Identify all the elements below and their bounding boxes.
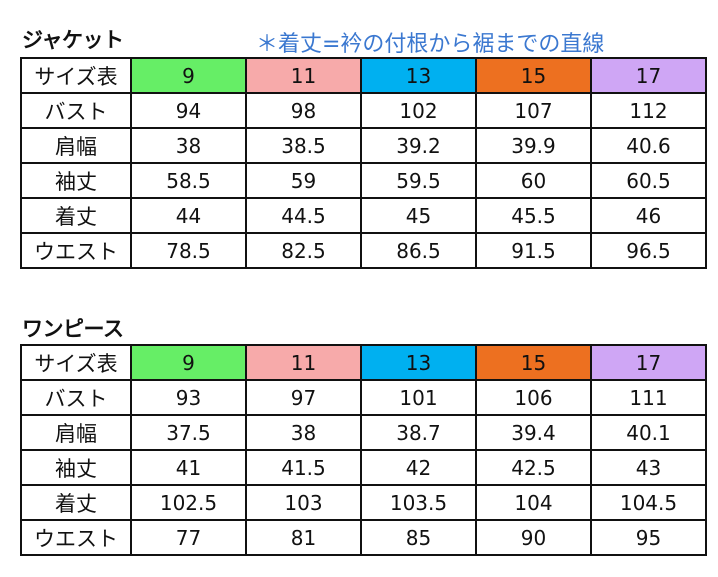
table-cell: 112 xyxy=(590,92,707,129)
table-cell: 42.5 xyxy=(475,449,592,486)
row-label: 着丈 xyxy=(20,484,132,521)
table-cell: 59 xyxy=(245,162,362,199)
table-cell: 104.5 xyxy=(590,484,707,521)
jacket-size-11: 11 xyxy=(245,57,362,94)
table-cell: 93 xyxy=(130,379,247,416)
table-cell: 102 xyxy=(360,92,477,129)
jacket-row-length: 着丈 44 44.5 45 45.5 46 xyxy=(20,197,707,234)
length-note: ＊着丈=衿の付根から裾までの直線 xyxy=(256,32,605,57)
row-label: バスト xyxy=(20,379,132,416)
dress-size-15: 15 xyxy=(475,344,592,381)
jacket-size-13: 13 xyxy=(360,57,477,94)
row-label: 肩幅 xyxy=(20,127,132,164)
table-cell: 42 xyxy=(360,449,477,486)
row-label: 着丈 xyxy=(20,197,132,234)
table-cell: 103.5 xyxy=(360,484,477,521)
dress-row-sleeve: 袖丈 41 41.5 42 42.5 43 xyxy=(20,449,707,486)
table-cell: 40.6 xyxy=(590,127,707,164)
row-label: 袖丈 xyxy=(20,449,132,486)
jacket-header-row: サイズ表 9 11 13 15 17 xyxy=(20,57,707,94)
table-cell: 106 xyxy=(475,379,592,416)
jacket-row-shoulder: 肩幅 38 38.5 39.2 39.9 40.6 xyxy=(20,127,707,164)
table-cell: 98 xyxy=(245,92,362,129)
jacket-size-9: 9 xyxy=(130,57,247,94)
table-cell: 39.4 xyxy=(475,414,592,451)
table-cell: 102.5 xyxy=(130,484,247,521)
row-label: 袖丈 xyxy=(20,162,132,199)
table-cell: 91.5 xyxy=(475,232,592,269)
table-cell: 85 xyxy=(360,519,477,556)
table-cell: 104 xyxy=(475,484,592,521)
table-cell: 39.9 xyxy=(475,127,592,164)
table-cell: 38.5 xyxy=(245,127,362,164)
jacket-title: ジャケット xyxy=(22,28,124,52)
table-cell: 107 xyxy=(475,92,592,129)
table-cell: 45 xyxy=(360,197,477,234)
dress-title: ワンピース xyxy=(22,317,124,341)
row-label: バスト xyxy=(20,92,132,129)
row-label: ウエスト xyxy=(20,232,132,269)
table-cell: 43 xyxy=(590,449,707,486)
table-cell: 60.5 xyxy=(590,162,707,199)
jacket-row-waist: ウエスト 78.5 82.5 86.5 91.5 96.5 xyxy=(20,232,707,269)
dress-row-length: 着丈 102.5 103 103.5 104 104.5 xyxy=(20,484,707,521)
table-cell: 39.2 xyxy=(360,127,477,164)
dress-row-bust: バスト 93 97 101 106 111 xyxy=(20,379,707,416)
table-cell: 38.7 xyxy=(360,414,477,451)
table-cell: 86.5 xyxy=(360,232,477,269)
jacket-header-label: サイズ表 xyxy=(20,57,132,94)
dress-row-shoulder: 肩幅 37.5 38 38.7 39.4 40.1 xyxy=(20,414,707,451)
dress-row-waist: ウエスト 77 81 85 90 95 xyxy=(20,519,707,556)
table-cell: 101 xyxy=(360,379,477,416)
row-label: 肩幅 xyxy=(20,414,132,451)
table-cell: 81 xyxy=(245,519,362,556)
jacket-size-17: 17 xyxy=(590,57,707,94)
table-cell: 41 xyxy=(130,449,247,486)
table-cell: 82.5 xyxy=(245,232,362,269)
dress-size-13: 13 xyxy=(360,344,477,381)
dress-size-9: 9 xyxy=(130,344,247,381)
table-cell: 44.5 xyxy=(245,197,362,234)
table-cell: 111 xyxy=(590,379,707,416)
table-cell: 96.5 xyxy=(590,232,707,269)
jacket-size-table: サイズ表 9 11 13 15 17 バスト 94 98 102 107 112… xyxy=(20,57,707,269)
table-cell: 38 xyxy=(130,127,247,164)
table-cell: 40.1 xyxy=(590,414,707,451)
jacket-size-15: 15 xyxy=(475,57,592,94)
table-cell: 44 xyxy=(130,197,247,234)
jacket-row-sleeve: 袖丈 58.5 59 59.5 60 60.5 xyxy=(20,162,707,199)
table-cell: 97 xyxy=(245,379,362,416)
table-cell: 38 xyxy=(245,414,362,451)
table-cell: 90 xyxy=(475,519,592,556)
row-label: ウエスト xyxy=(20,519,132,556)
table-cell: 58.5 xyxy=(130,162,247,199)
table-cell: 46 xyxy=(590,197,707,234)
table-cell: 78.5 xyxy=(130,232,247,269)
dress-size-17: 17 xyxy=(590,344,707,381)
table-cell: 41.5 xyxy=(245,449,362,486)
dress-header-label: サイズ表 xyxy=(20,344,132,381)
table-cell: 94 xyxy=(130,92,247,129)
table-cell: 77 xyxy=(130,519,247,556)
dress-size-11: 11 xyxy=(245,344,362,381)
jacket-row-bust: バスト 94 98 102 107 112 xyxy=(20,92,707,129)
table-cell: 60 xyxy=(475,162,592,199)
table-cell: 59.5 xyxy=(360,162,477,199)
dress-header-row: サイズ表 9 11 13 15 17 xyxy=(20,344,707,381)
table-cell: 45.5 xyxy=(475,197,592,234)
dress-size-table: サイズ表 9 11 13 15 17 バスト 93 97 101 106 111… xyxy=(20,344,707,556)
table-cell: 37.5 xyxy=(130,414,247,451)
table-cell: 95 xyxy=(590,519,707,556)
table-cell: 103 xyxy=(245,484,362,521)
